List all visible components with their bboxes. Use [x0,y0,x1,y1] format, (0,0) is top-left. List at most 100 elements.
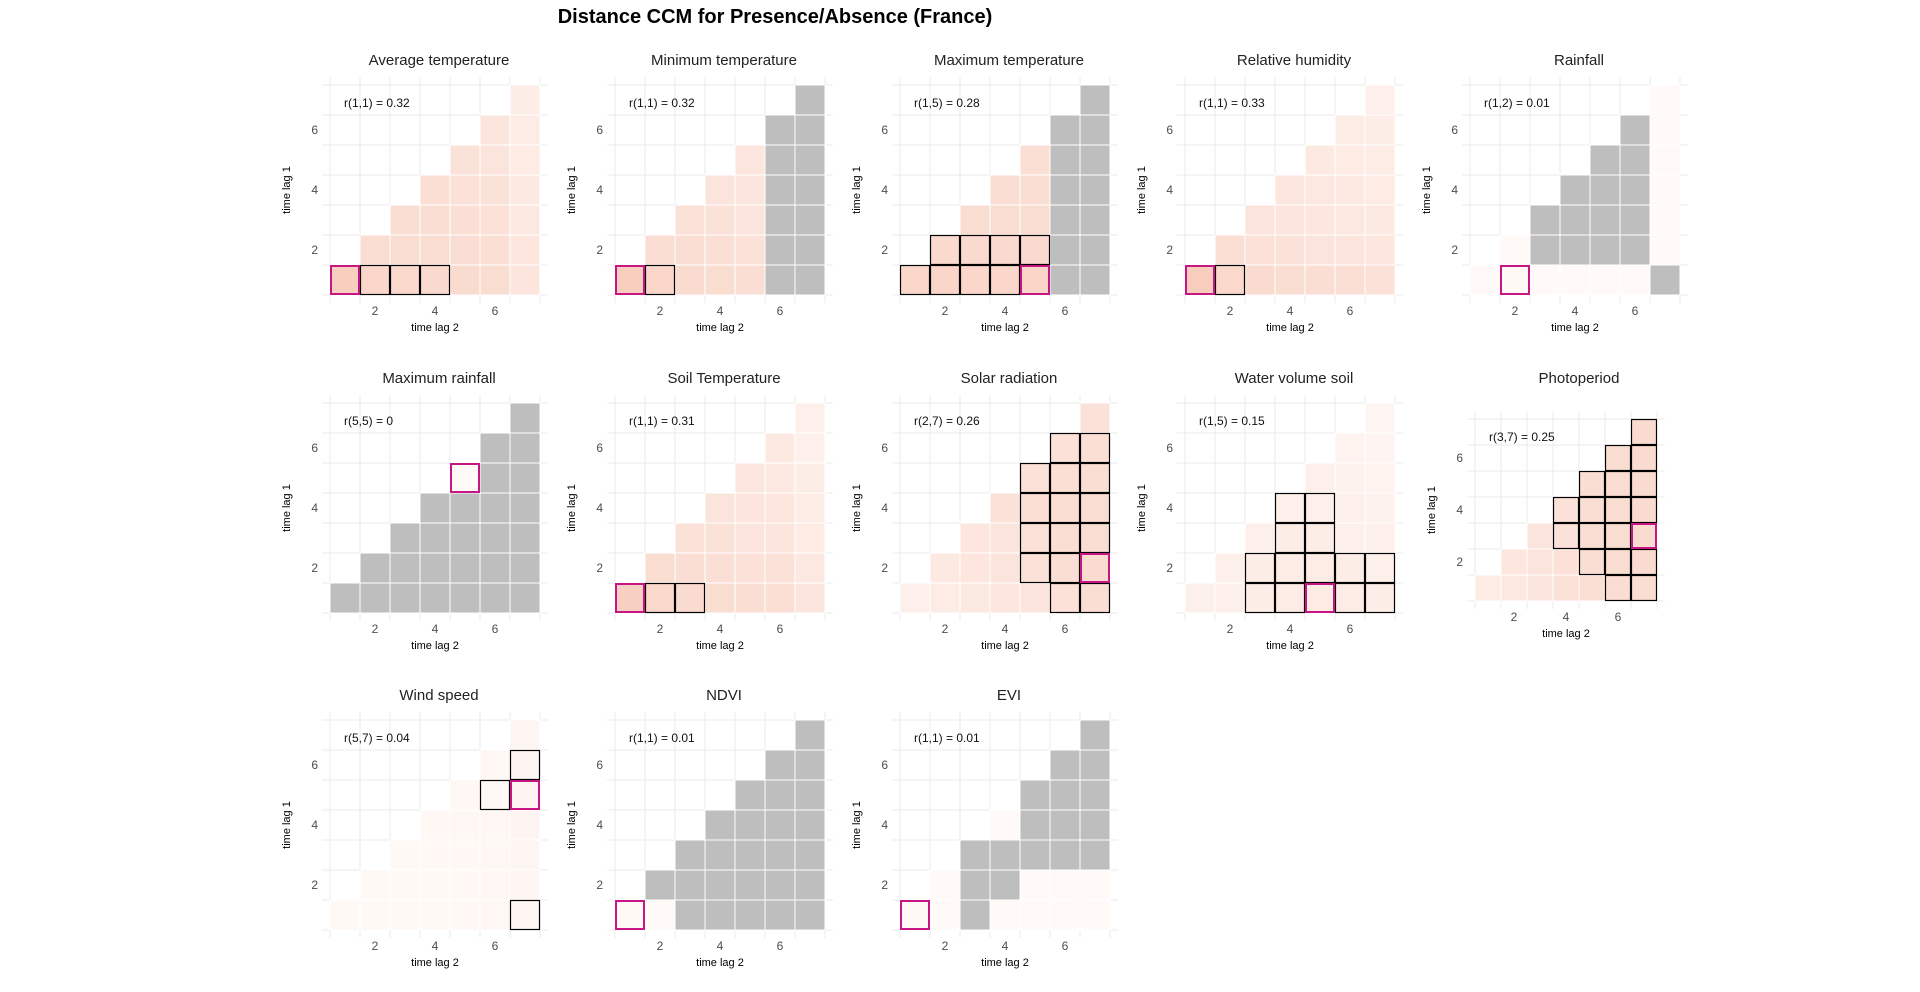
tile-5-5 [449,779,481,811]
tile-6-6 [764,114,796,146]
significant-tile-border [989,264,1021,296]
panel-tiles [1184,84,1396,296]
tile-1-7 [1649,264,1681,296]
tile-1-6 [479,899,511,931]
panel-tiles [614,84,826,296]
x-axis-label: time lag 2 [696,322,744,334]
significant-tile-border [1079,462,1111,494]
tile-1-4 [1274,264,1306,296]
significant-tile-border [1049,582,1081,614]
x-tick-label: 2 [942,939,949,953]
x-tick-label: 2 [1227,622,1234,636]
panel-relative-humidity: Relative humidity r(1,1) = 0.33 2 4 6 2 4 6 time… [1136,52,1403,334]
tile-2-2 [929,234,961,266]
selected-tile-border [330,265,360,295]
significant-tile-border [509,749,541,781]
x-tick-label: 6 [1347,622,1354,636]
tile-5-6 [1049,779,1081,811]
significant-tile-border [1079,522,1111,554]
x-axis-label: time lag 2 [696,640,744,652]
significant-tile-border [1079,492,1111,524]
panel-tiles [1474,418,1658,602]
tile-4-7 [509,174,541,206]
tile-3-3 [674,839,706,871]
x-tick-label: 6 [1062,304,1069,318]
tile-2-7 [509,869,541,901]
tile-3-5 [449,204,481,236]
tile-1-7 [794,264,826,296]
tile-1-1 [329,264,361,296]
tile-5-6 [479,462,511,494]
tile-5-6 [1334,462,1366,494]
tile-5-5 [1304,144,1336,176]
significant-tile-border [1604,444,1632,472]
tile-3-7 [794,204,826,236]
tile-2-7 [1364,552,1396,584]
tile-5-5 [734,462,766,494]
tile-4-7 [1630,496,1658,524]
x-tick-label: 4 [1002,622,1009,636]
tile-1-5 [1578,574,1606,602]
y-tick-label: 2 [1456,555,1463,569]
tile-3-3 [674,522,706,554]
significant-tile-border [1578,470,1606,498]
selected-tile-border [615,265,645,295]
tile-1-5 [1304,264,1336,296]
tile-3-7 [1079,839,1111,871]
x-axis-label: time lag 2 [696,957,744,969]
tile-2-3 [674,869,706,901]
tile-5-5 [1578,470,1606,498]
y-axis-label: time lag 1 [1421,166,1433,214]
tile-3-4 [419,839,451,871]
x-tick-label: 2 [372,304,379,318]
tile-3-4 [419,204,451,236]
tile-3-5 [1019,204,1051,236]
y-tick-label: 2 [596,243,603,257]
tile-4-7 [1649,174,1681,206]
tile-1-7 [509,582,541,614]
tile-6-7 [1079,432,1111,464]
y-axis-label: time lag 1 [566,801,578,849]
significant-tile-border [1578,496,1606,524]
tile-7-7 [1630,418,1658,446]
tile-2-7 [1364,234,1396,266]
tile-4-6 [1049,809,1081,841]
significant-tile-border [644,582,676,614]
tile-7-7 [509,719,541,751]
panel-rainfall: Rainfall r(1,2) = 0.01 2 4 6 2 4 6 time lag 2 tim… [1421,52,1688,334]
significant-tile-border [1552,522,1580,550]
significant-tile-border [1578,522,1606,550]
tile-1-1 [899,899,931,931]
significant-tile-border [1019,552,1051,584]
tile-3-3 [1529,204,1561,236]
panel-annotation: r(5,5) = 0 [344,414,393,428]
tile-3-3 [389,522,421,554]
significant-tile-border [1604,574,1632,602]
tile-5-7 [1364,462,1396,494]
tile-5-5 [449,462,481,494]
tile-2-6 [1049,552,1081,584]
y-tick-label: 4 [596,183,603,197]
panel-tiles [614,719,826,931]
tile-1-2 [929,582,961,614]
y-axis-label: time lag 1 [281,484,293,532]
significant-tile-border [1304,492,1336,524]
tile-3-3 [389,839,421,871]
tile-4-6 [479,492,511,524]
tile-2-4 [1274,552,1306,584]
tile-1-5 [1304,582,1336,614]
tile-2-5 [734,869,766,901]
tile-6-6 [479,432,511,464]
panel-title: Solar radiation [961,370,1058,387]
y-tick-label: 4 [1451,183,1458,197]
tile-3-4 [989,522,1021,554]
tile-2-7 [1630,548,1658,576]
tile-1-5 [449,899,481,931]
tile-3-5 [1019,522,1051,554]
tile-4-7 [1364,492,1396,524]
tile-4-6 [1619,174,1651,206]
tile-2-4 [704,234,736,266]
tile-4-4 [704,174,736,206]
tile-5-6 [1049,144,1081,176]
tile-1-2 [644,899,676,931]
